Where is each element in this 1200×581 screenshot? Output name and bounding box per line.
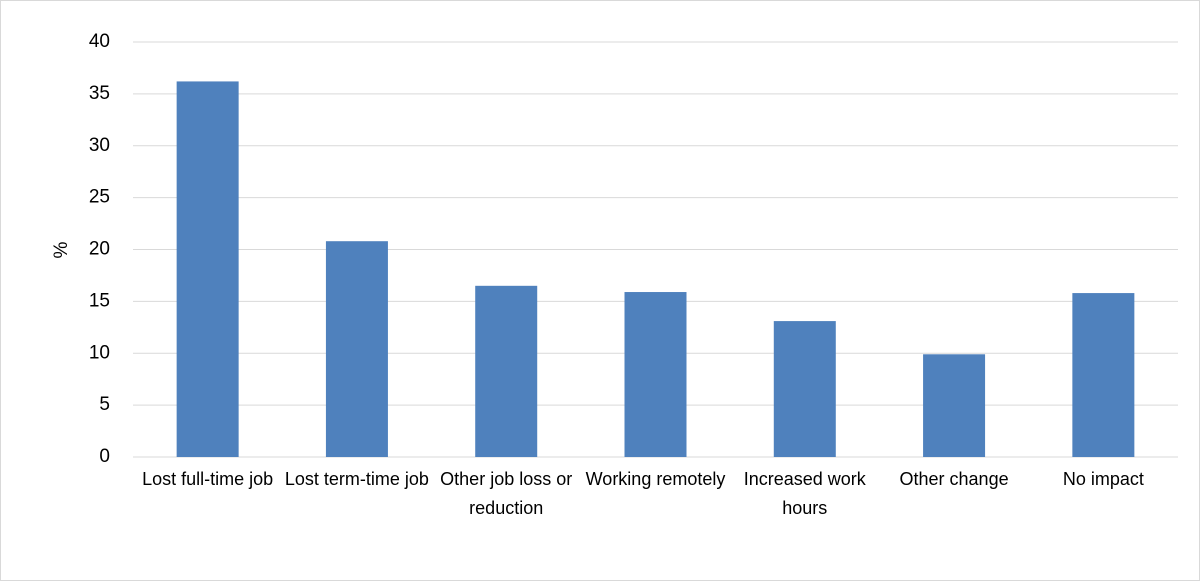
y-tick-label: 35: [89, 83, 110, 104]
bar: [1072, 293, 1135, 457]
bar: [325, 241, 388, 457]
x-tick-label: Working remotely: [585, 469, 726, 489]
y-tick-label: 30: [89, 135, 110, 156]
x-tick-label: No impact: [1062, 469, 1144, 489]
y-tick-label: 15: [89, 290, 110, 311]
y-tick-label: 20: [89, 239, 110, 260]
y-tick-label: 0: [99, 446, 110, 467]
x-tick-label: Increased work hours: [743, 469, 866, 518]
x-tick-label: Lost term-time job: [284, 469, 429, 489]
bar: [475, 285, 538, 457]
y-tick-label: 40: [89, 31, 110, 52]
bar: [923, 354, 986, 457]
y-tick-label: 25: [89, 187, 110, 208]
x-tick-label: Lost full-time job: [142, 469, 274, 489]
y-tick-label: 5: [99, 394, 110, 415]
bar: [773, 321, 836, 457]
x-tick-label: Other job loss or reduction: [440, 469, 573, 518]
y-tick-label: 10: [89, 342, 110, 363]
bar: [176, 81, 239, 458]
x-tick-label: Other change: [899, 469, 1009, 489]
bar: [624, 292, 687, 457]
y-axis-label: %: [51, 241, 72, 258]
